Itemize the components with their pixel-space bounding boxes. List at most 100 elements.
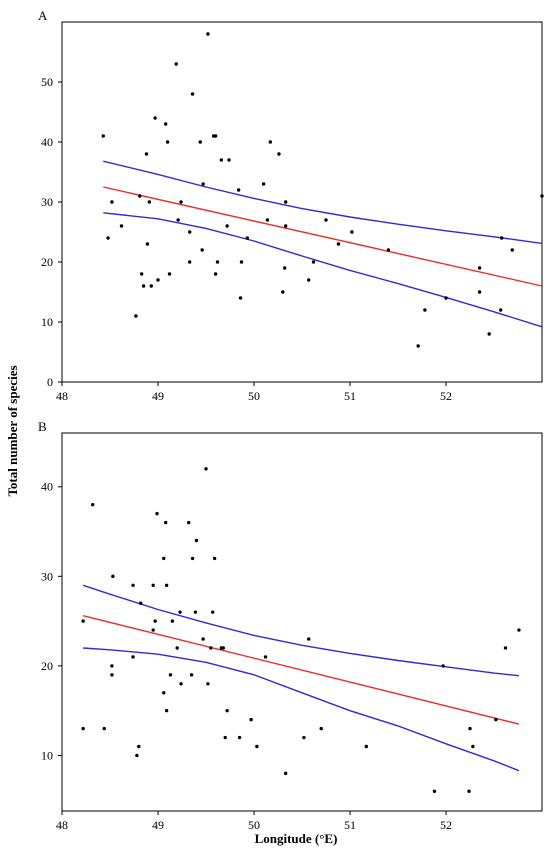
data-point — [147, 200, 152, 204]
data-point — [510, 248, 514, 252]
x-tick-label: 51 — [344, 818, 356, 832]
data-point — [163, 122, 168, 126]
data-point — [176, 218, 180, 222]
data-point — [213, 272, 218, 276]
y-tick-label: 10 — [41, 315, 53, 329]
plot-frame — [61, 432, 543, 812]
data-point — [163, 520, 168, 525]
data-point — [106, 236, 110, 240]
data-point — [211, 610, 215, 614]
data-point — [212, 556, 217, 561]
data-point — [283, 266, 287, 270]
data-point — [168, 673, 173, 677]
data-point — [432, 789, 437, 793]
x-tick-label: 49 — [152, 389, 164, 403]
data-point — [179, 200, 183, 204]
data-point — [255, 744, 259, 749]
data-point — [307, 637, 311, 641]
data-point — [134, 314, 138, 318]
data-point — [261, 182, 266, 186]
data-point — [206, 32, 210, 36]
regression-line — [103, 186, 543, 287]
data-point — [249, 717, 253, 722]
data-point — [174, 62, 178, 66]
data-point — [416, 344, 420, 348]
data-point — [206, 682, 210, 686]
y-tick-label: 30 — [41, 569, 53, 583]
data-point — [155, 511, 159, 516]
data-point — [219, 158, 224, 162]
panel-label: A — [38, 8, 48, 23]
data-point — [468, 726, 472, 731]
data-point — [149, 284, 153, 288]
y-tick-label: 40 — [41, 135, 53, 149]
data-point — [119, 224, 124, 228]
data-point — [477, 266, 482, 270]
data-point — [221, 646, 225, 650]
x-axis-label: Longitude (°E) — [255, 831, 338, 846]
data-point — [499, 236, 504, 240]
x-tick-label: 52 — [440, 389, 452, 403]
data-point — [179, 682, 183, 686]
x-tick-label: 48 — [56, 389, 68, 403]
confidence-upper-line — [82, 584, 520, 677]
data-point — [263, 655, 268, 659]
y-tick-label: 20 — [41, 255, 53, 269]
panel-b: B 48 49 50 51 52 10 20 30 40 — [38, 419, 543, 832]
data-point — [141, 284, 146, 288]
y-tick-label: 30 — [41, 195, 53, 209]
data-point — [139, 272, 144, 276]
data-point — [265, 218, 270, 222]
data-point — [238, 296, 243, 300]
x-tick-label: 50 — [248, 389, 260, 403]
data-point — [91, 502, 95, 507]
data-point — [110, 664, 114, 668]
data-point — [517, 628, 521, 632]
data-point — [324, 218, 328, 222]
data-point — [471, 744, 475, 749]
data-point — [187, 520, 191, 525]
data-point — [423, 308, 427, 312]
data-point — [283, 200, 288, 204]
data-point — [153, 619, 157, 623]
panel-label: B — [38, 419, 47, 434]
data-point — [153, 116, 157, 120]
y-tick-label: 10 — [41, 748, 53, 762]
data-point — [494, 717, 498, 722]
y-axis-label: Total number of species — [5, 365, 20, 496]
data-point — [137, 744, 141, 749]
data-point — [194, 538, 199, 543]
data-point — [201, 182, 205, 186]
data-point — [245, 236, 249, 240]
data-point — [225, 708, 229, 713]
regression-line — [82, 615, 520, 725]
data-point — [311, 260, 316, 264]
data-point — [187, 230, 192, 234]
data-point — [540, 194, 544, 198]
data-point — [283, 224, 288, 228]
x-tick-label: 48 — [56, 818, 68, 832]
data-point — [81, 726, 85, 731]
data-point — [268, 140, 273, 144]
data-point — [227, 158, 231, 162]
data-point — [200, 248, 204, 252]
panel-a: A 48 49 50 51 52 0 10 20 30 40 50 — [38, 8, 544, 403]
data-point — [441, 664, 445, 668]
data-point — [170, 619, 175, 623]
data-point — [350, 230, 354, 234]
data-point — [189, 673, 194, 677]
x-tick-label: 50 — [248, 818, 260, 832]
y-tick-label: 0 — [47, 375, 53, 389]
data-point — [213, 134, 218, 138]
data-point — [131, 583, 135, 587]
data-point — [487, 332, 491, 336]
data-point — [144, 152, 149, 156]
data-point — [193, 610, 198, 614]
data-point — [198, 140, 202, 144]
data-point — [135, 753, 139, 758]
plot-frame — [61, 21, 543, 383]
data-point — [364, 744, 369, 749]
data-point — [110, 200, 114, 204]
data-point — [151, 628, 155, 632]
